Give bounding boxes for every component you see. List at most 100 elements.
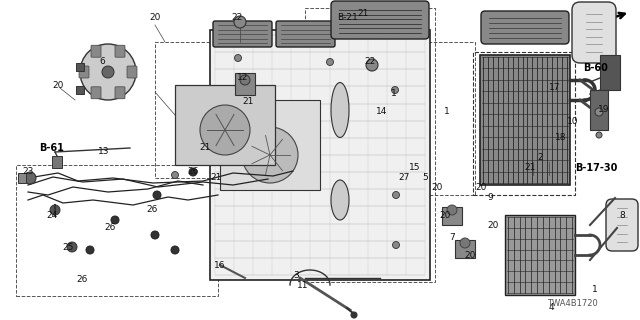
Circle shape: [326, 59, 333, 66]
Text: TWA4B1720: TWA4B1720: [547, 299, 598, 308]
Circle shape: [595, 108, 603, 116]
FancyBboxPatch shape: [91, 45, 101, 57]
Bar: [175, 85, 275, 165]
FancyBboxPatch shape: [115, 45, 125, 57]
FancyBboxPatch shape: [572, 2, 616, 63]
Circle shape: [596, 132, 602, 138]
Text: 24: 24: [46, 211, 58, 220]
Text: 15: 15: [409, 164, 420, 172]
Bar: [18, 173, 26, 183]
Circle shape: [351, 312, 357, 318]
Circle shape: [153, 191, 161, 199]
Text: B-17-30: B-17-30: [575, 163, 617, 173]
Circle shape: [171, 246, 179, 254]
Text: 9: 9: [487, 194, 493, 203]
Circle shape: [102, 66, 114, 78]
Bar: [210, 30, 430, 280]
Bar: [590, 90, 608, 130]
Text: 4: 4: [548, 303, 554, 313]
Text: 20: 20: [464, 251, 476, 260]
Text: 8: 8: [619, 211, 625, 220]
Text: 23: 23: [22, 167, 34, 177]
Bar: [76, 63, 84, 71]
Text: 26: 26: [188, 167, 198, 177]
Circle shape: [151, 231, 159, 239]
Text: 27: 27: [398, 173, 410, 182]
Circle shape: [447, 205, 457, 215]
Text: 26: 26: [147, 205, 157, 214]
Ellipse shape: [331, 180, 349, 220]
Bar: [52, 156, 62, 168]
Bar: [16, 165, 218, 296]
Circle shape: [86, 246, 94, 254]
Circle shape: [50, 205, 60, 215]
Text: 12: 12: [237, 74, 249, 83]
Bar: [220, 100, 320, 190]
Circle shape: [172, 172, 179, 179]
Text: 1: 1: [444, 108, 450, 116]
Bar: [600, 55, 620, 90]
Text: 10: 10: [567, 117, 579, 126]
Circle shape: [392, 191, 399, 198]
FancyBboxPatch shape: [331, 1, 429, 39]
Text: 20: 20: [52, 81, 64, 90]
Text: FR.: FR.: [580, 8, 598, 18]
Text: 1: 1: [592, 285, 598, 294]
FancyBboxPatch shape: [127, 66, 137, 78]
Circle shape: [234, 16, 246, 28]
Circle shape: [392, 86, 399, 93]
Text: B-60: B-60: [584, 63, 609, 73]
Bar: [473, 52, 575, 195]
Bar: [357, 42, 475, 195]
Text: 11: 11: [297, 281, 308, 290]
Text: 20: 20: [431, 183, 443, 193]
Text: 2: 2: [537, 154, 543, 163]
Text: 3: 3: [293, 270, 299, 279]
Bar: [155, 42, 305, 178]
Text: 14: 14: [376, 108, 388, 116]
Circle shape: [24, 172, 36, 184]
Circle shape: [366, 59, 378, 71]
Text: B-61: B-61: [40, 143, 65, 153]
Circle shape: [242, 127, 298, 183]
Text: 20: 20: [439, 211, 451, 220]
FancyBboxPatch shape: [213, 21, 272, 47]
Text: 16: 16: [214, 260, 226, 269]
Circle shape: [234, 54, 241, 61]
Text: 20: 20: [476, 183, 486, 193]
FancyBboxPatch shape: [606, 199, 638, 251]
Circle shape: [67, 242, 77, 252]
Text: 13: 13: [99, 148, 109, 156]
Text: 21: 21: [211, 173, 221, 182]
Bar: [480, 55, 570, 185]
Text: 22: 22: [364, 58, 376, 67]
Text: 1: 1: [391, 89, 397, 98]
Text: 21: 21: [357, 10, 369, 19]
Text: 5: 5: [422, 173, 428, 182]
Text: 6: 6: [99, 58, 105, 67]
FancyBboxPatch shape: [481, 11, 569, 44]
Ellipse shape: [331, 83, 349, 138]
Circle shape: [392, 242, 399, 249]
FancyBboxPatch shape: [91, 87, 101, 99]
Circle shape: [460, 238, 470, 248]
Bar: [76, 86, 84, 94]
FancyBboxPatch shape: [79, 66, 89, 78]
Text: 18: 18: [556, 133, 567, 142]
Text: 19: 19: [598, 106, 610, 115]
Circle shape: [240, 75, 250, 85]
Text: 26: 26: [104, 223, 116, 233]
FancyBboxPatch shape: [276, 21, 335, 47]
FancyBboxPatch shape: [115, 87, 125, 99]
Text: 26: 26: [76, 275, 88, 284]
Text: 21: 21: [199, 143, 211, 153]
Bar: [235, 73, 255, 95]
Bar: [505, 215, 575, 295]
Text: 7: 7: [449, 233, 455, 242]
Bar: [455, 240, 475, 258]
Text: 17: 17: [549, 84, 561, 92]
Circle shape: [80, 44, 136, 100]
Text: 20: 20: [487, 220, 499, 229]
Text: 21: 21: [524, 164, 536, 172]
Text: 25: 25: [62, 244, 74, 252]
